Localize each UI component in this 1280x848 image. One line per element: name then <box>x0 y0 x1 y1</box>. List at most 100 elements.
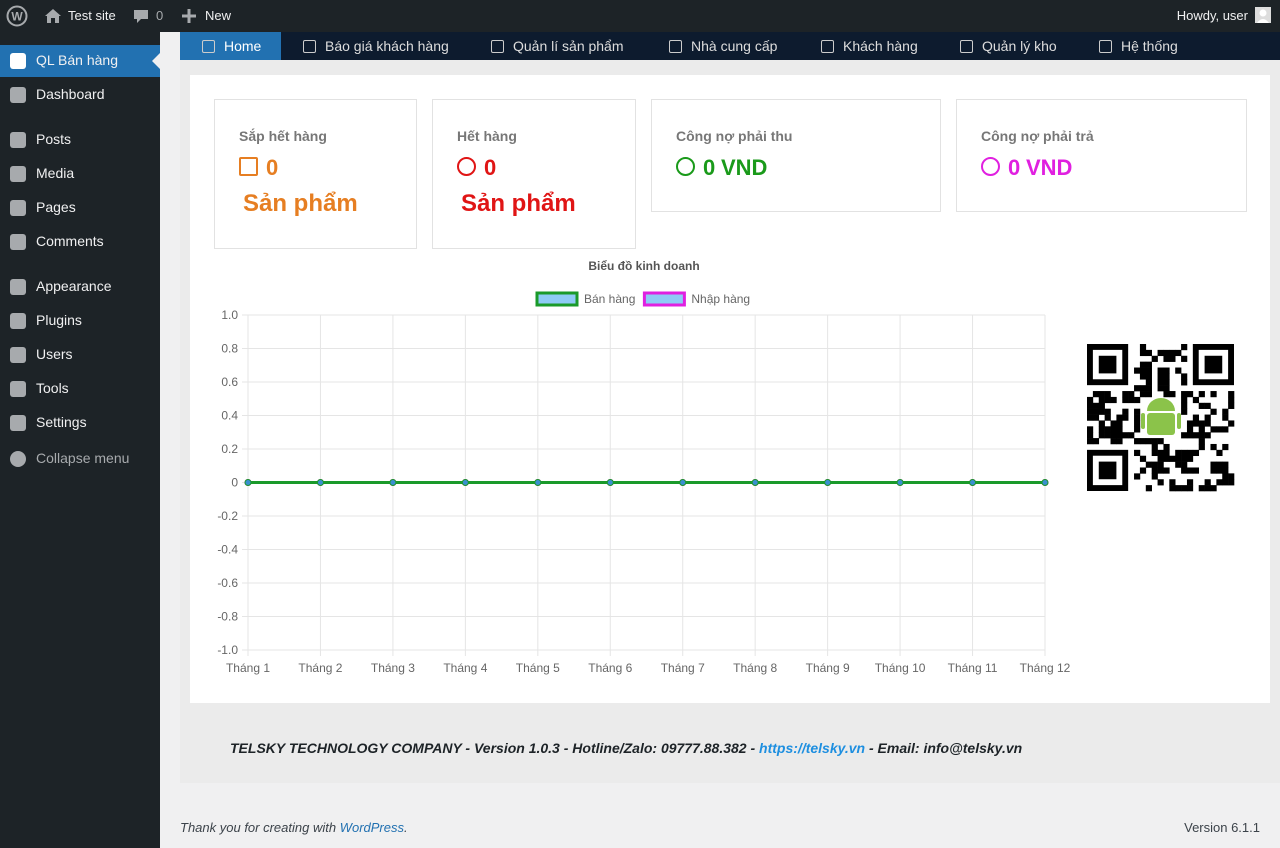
home-icon <box>45 9 61 23</box>
qr-cell <box>1163 455 1170 462</box>
card-unit: VND <box>1026 155 1073 180</box>
menu-item[interactable]: Comments <box>36 233 104 249</box>
qr-cell <box>1186 479 1194 486</box>
qr-cell <box>1216 461 1223 468</box>
qr-cell <box>1198 485 1205 492</box>
x-tick-label: Tháng 6 <box>588 661 632 675</box>
qr-cell <box>1228 420 1235 427</box>
qr-cell <box>1151 461 1158 468</box>
nav-icon <box>669 40 682 53</box>
qr-cell <box>1098 426 1105 433</box>
qr-cell <box>1163 443 1170 451</box>
collapse-menu[interactable]: Collapse menu <box>36 450 130 466</box>
nav-tab[interactable]: Khách hàng <box>843 38 918 54</box>
nav-tab[interactable]: Báo giá khách hàng <box>325 38 449 54</box>
qr-cell <box>1134 414 1141 421</box>
android-head <box>1147 398 1175 411</box>
card-icon <box>676 157 695 176</box>
qr-cell <box>1145 485 1152 492</box>
avatar[interactable] <box>1255 7 1271 23</box>
nav-tab[interactable]: Quản lý kho <box>982 38 1057 54</box>
y-tick-label: -0.8 <box>217 610 238 624</box>
qr-cell <box>1104 391 1111 398</box>
site-name[interactable]: Test site <box>68 8 116 23</box>
qr-cell <box>1139 367 1147 374</box>
qr-cell <box>1122 396 1129 404</box>
wp-link[interactable]: WordPress <box>339 820 404 835</box>
qr-cell <box>1110 426 1117 433</box>
qr-cell <box>1216 467 1223 474</box>
qr-cell <box>1228 402 1235 409</box>
data-point <box>824 479 832 486</box>
qr-cell <box>1181 373 1188 380</box>
qr-cell <box>1157 367 1164 374</box>
qr-cell <box>1181 396 1188 404</box>
menu-item[interactable]: Appearance <box>36 278 112 294</box>
qr-cell <box>1222 461 1229 468</box>
menu-item[interactable]: Pages <box>36 199 76 215</box>
qr-cell <box>1157 467 1164 474</box>
menu-item[interactable]: QL Bán hàng <box>36 52 118 68</box>
qr-cell <box>1210 426 1217 433</box>
greeting[interactable]: Howdy, user <box>1176 8 1248 23</box>
qr-cell <box>1104 432 1111 439</box>
menu-item[interactable]: Dashboard <box>36 86 105 102</box>
nav-icon <box>1099 40 1112 53</box>
nav-tab[interactable]: Home <box>224 38 262 54</box>
qr-cell <box>1175 461 1182 468</box>
qr-cell <box>1198 402 1205 409</box>
nav-tab[interactable]: Quản lí sản phẩm <box>513 38 624 54</box>
qr-cell <box>1134 385 1141 392</box>
qr-cell <box>1169 391 1176 398</box>
menu-item[interactable]: Settings <box>36 414 87 430</box>
nav-icon <box>202 40 215 53</box>
y-tick-label: -0.2 <box>217 509 238 523</box>
qr-cell <box>1216 449 1223 457</box>
qr-cell <box>1157 438 1164 445</box>
qr-cell <box>1216 426 1223 433</box>
menu-item[interactable]: Users <box>36 346 73 362</box>
qr-cell <box>1186 485 1194 492</box>
qr-cell <box>1087 432 1094 439</box>
qr-cell <box>1210 467 1217 474</box>
qr-cell <box>1157 461 1164 468</box>
qr-finder-dot <box>1098 355 1117 374</box>
nav-tab[interactable]: Hệ thống <box>1121 38 1178 54</box>
qr-cell <box>1087 414 1094 421</box>
menu-item[interactable]: Media <box>36 165 75 181</box>
wp-logo[interactable]: W <box>6 5 28 27</box>
svg-text:W: W <box>11 10 23 24</box>
company-link[interactable]: https://telsky.vn <box>759 740 866 756</box>
qr-cell <box>1134 473 1141 480</box>
menu-item[interactable]: Posts <box>36 131 72 147</box>
menu-item[interactable]: Tools <box>36 380 69 396</box>
qr-cell <box>1139 361 1147 368</box>
qr-code <box>1087 344 1235 492</box>
data-point <box>389 479 397 486</box>
menu-icon <box>10 87 26 103</box>
nav-tab[interactable]: Nhà cung cấp <box>691 38 778 54</box>
qr-cell <box>1228 391 1235 398</box>
card-title: Sắp hết hàng <box>239 128 327 144</box>
qr-cell <box>1151 438 1158 445</box>
comment-icon <box>134 10 148 23</box>
nav-active-bg <box>180 32 281 60</box>
comment-count[interactable]: 0 <box>156 8 164 23</box>
new-button[interactable]: New <box>205 8 232 23</box>
menu-icon <box>10 415 26 431</box>
qr-cell <box>1204 432 1211 439</box>
qr-cell <box>1192 432 1200 439</box>
qr-cell <box>1222 473 1229 480</box>
stat-card: Công nợ phải trả 0 VND <box>956 99 1247 212</box>
menu-item[interactable]: Plugins <box>36 312 82 328</box>
qr-cell <box>1210 485 1217 492</box>
qr-cell <box>1175 455 1182 462</box>
menu-active-bg <box>0 45 160 77</box>
qr-cell <box>1186 432 1194 439</box>
admin-bar: W Test site 0 New Howdy, user <box>0 0 1280 32</box>
data-point <box>1041 479 1049 486</box>
qr-cell <box>1204 402 1211 409</box>
qr-cell <box>1151 467 1158 474</box>
card-unit: Sản phẩm <box>243 190 358 217</box>
card-value: 0 <box>703 155 716 180</box>
